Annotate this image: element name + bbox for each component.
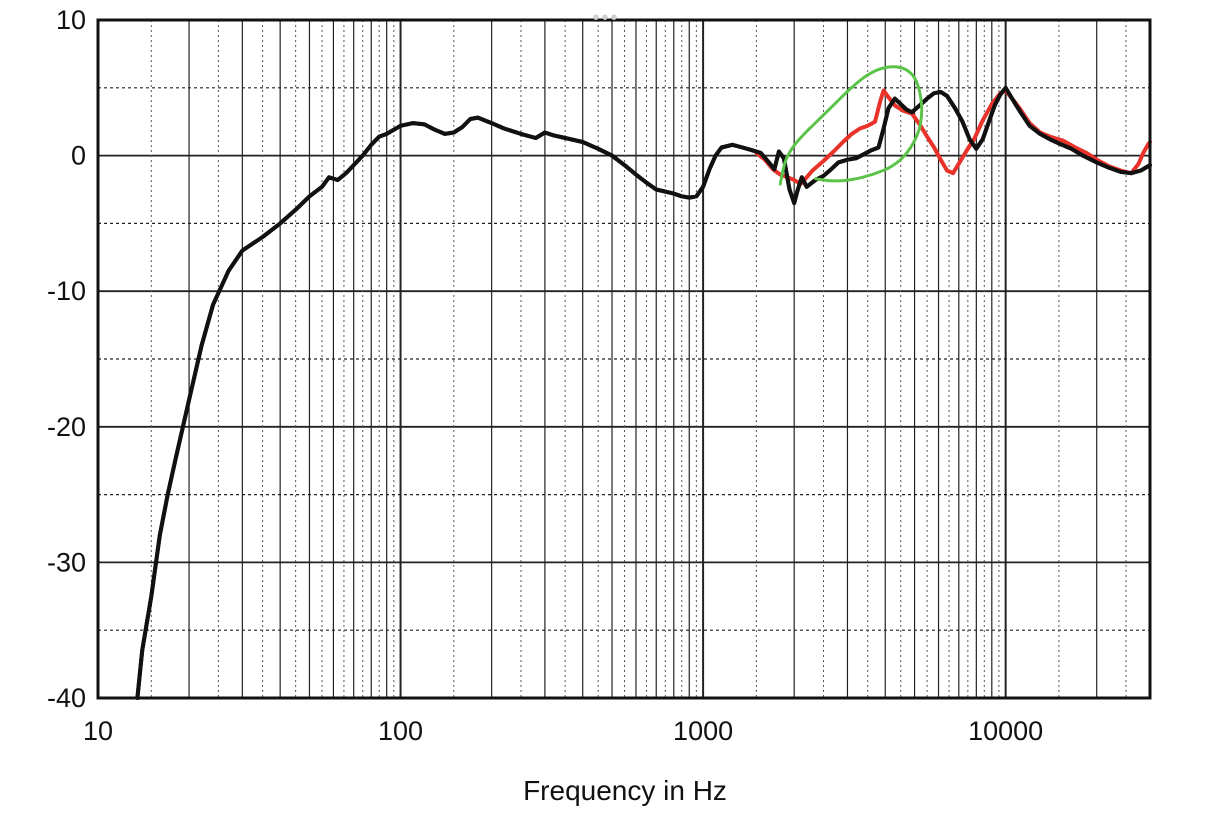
series-black-line-top: [135, 85, 1152, 700]
annotation-green-loop: [778, 65, 924, 186]
y-tick-label: -20: [47, 412, 86, 442]
y-tick-label: -10: [47, 276, 86, 306]
plot-frame: [96, 18, 1152, 700]
window-controls-dots[interactable]: •••: [592, 7, 619, 29]
x-tick-label: 100: [378, 716, 423, 746]
x-axis-title: Frequency in Hz: [523, 775, 727, 806]
y-tick-label: -30: [47, 547, 86, 577]
x-tick-labels: 10 100 1000 10000: [83, 716, 1043, 746]
y-tick-label: -40: [47, 683, 86, 713]
x-tick-label: 1000: [673, 716, 733, 746]
x-tick-label: 10000: [968, 716, 1043, 746]
y-tick-label: 10: [56, 5, 86, 35]
series-layer: [135, 85, 1152, 700]
grid-lines: [98, 20, 1150, 698]
x-tick-label: 10: [83, 716, 113, 746]
y-tick-label: 0: [71, 141, 86, 171]
y-tick-labels: 10 0 -10 -20 -30 -40: [47, 5, 86, 713]
annotation-layer: [778, 65, 924, 186]
series-red-line: [754, 88, 1152, 187]
